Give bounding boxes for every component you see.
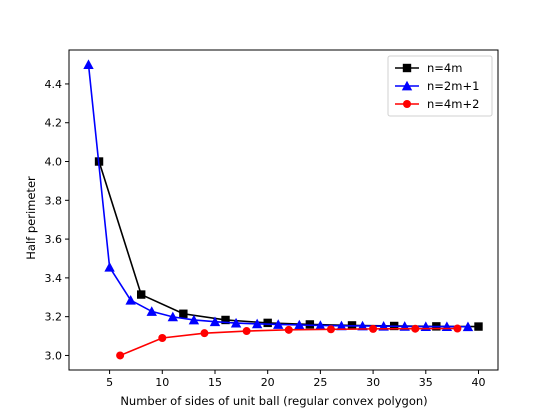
data-point bbox=[326, 325, 335, 334]
data-point bbox=[137, 290, 146, 299]
data-point bbox=[315, 320, 326, 330]
legend-marker bbox=[402, 63, 412, 73]
legend-label: n=2m+1 bbox=[427, 79, 479, 93]
data-point bbox=[221, 315, 230, 325]
series-layer bbox=[83, 59, 483, 360]
series-line bbox=[98, 161, 479, 328]
plot-area bbox=[68, 49, 499, 371]
y-tick-label: 4.2 bbox=[45, 117, 63, 130]
x-axis-ticks: 5 10 15 20 25 30 35 40 bbox=[106, 370, 486, 389]
legend-label: n=4m bbox=[427, 61, 462, 75]
x-tick-label: 15 bbox=[208, 376, 222, 389]
axes-frame bbox=[68, 49, 499, 371]
x-tick-label: 30 bbox=[366, 376, 380, 389]
data-point bbox=[273, 319, 284, 329]
data-point bbox=[474, 322, 483, 331]
data-point bbox=[200, 329, 209, 338]
legend-box bbox=[387, 55, 493, 117]
series-square bbox=[94, 157, 483, 331]
data-point bbox=[336, 320, 347, 331]
data-point bbox=[104, 262, 115, 272]
legend-entry: n=4m bbox=[395, 61, 462, 75]
y-tick-label: 4.4 bbox=[45, 78, 63, 91]
data-point bbox=[462, 321, 474, 332]
data-point bbox=[188, 314, 200, 325]
data-point bbox=[357, 320, 368, 331]
x-tick-label: 20 bbox=[261, 376, 275, 389]
data-point bbox=[263, 318, 272, 328]
x-tick-label: 10 bbox=[155, 376, 169, 389]
y-tick-label: 3.8 bbox=[45, 194, 63, 207]
data-point bbox=[230, 317, 242, 328]
legend: n=4m n=2m+1 n=4m+2 bbox=[387, 55, 493, 117]
y-axis-label: Half perimeter bbox=[24, 176, 38, 260]
data-point bbox=[369, 324, 378, 333]
y-tick-label: 3.6 bbox=[45, 233, 63, 246]
data-point bbox=[146, 306, 157, 316]
y-tick-label: 3.4 bbox=[45, 272, 63, 285]
data-point bbox=[83, 59, 94, 69]
y-tick-label: 3.2 bbox=[45, 311, 63, 324]
data-point bbox=[116, 351, 125, 360]
legend-entry: n=2m+1 bbox=[395, 79, 479, 93]
x-axis-label: Number of sides of unit ball (regular co… bbox=[120, 394, 427, 408]
data-point bbox=[411, 324, 420, 333]
data-point bbox=[453, 324, 462, 333]
legend-label: n=4m+2 bbox=[427, 97, 479, 111]
data-point bbox=[179, 309, 188, 318]
x-tick-label: 5 bbox=[106, 376, 113, 389]
data-point bbox=[294, 319, 305, 330]
legend-entry: n=4m+2 bbox=[395, 97, 479, 111]
y-tick-label: 4.0 bbox=[45, 156, 63, 169]
data-point bbox=[167, 311, 179, 322]
data-point bbox=[242, 327, 251, 336]
data-point bbox=[125, 294, 136, 305]
y-tick-label: 3.0 bbox=[45, 349, 63, 362]
legend-marker bbox=[403, 100, 411, 108]
x-tick-label: 25 bbox=[313, 376, 327, 389]
data-point bbox=[158, 334, 167, 342]
x-tick-label: 40 bbox=[472, 376, 486, 389]
x-tick-label: 35 bbox=[419, 376, 433, 389]
data-point bbox=[284, 325, 293, 334]
y-axis-ticks: 3.0 3.2 3.4 3.6 3.8 4.0 4.2 4.4 bbox=[45, 78, 69, 362]
legend-marker bbox=[401, 80, 413, 91]
series-circle bbox=[116, 324, 462, 360]
data-point bbox=[209, 316, 221, 327]
data-point bbox=[251, 318, 263, 329]
